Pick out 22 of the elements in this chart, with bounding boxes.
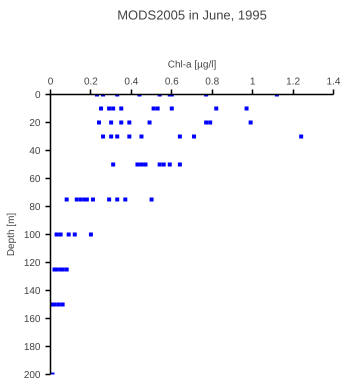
y-tick-label: 160 — [24, 314, 41, 325]
y-tick-label: 180 — [24, 342, 41, 353]
y-tick-label: 0 — [34, 90, 41, 101]
y-tick-label: 200 — [24, 370, 41, 381]
y-tick-label: 80 — [29, 202, 41, 213]
x-tick-label: 0.6 — [164, 76, 180, 88]
y-tick-label: 20 — [29, 118, 41, 129]
y-axis-title: Depth [m] — [6, 212, 17, 256]
x-tick-label: 1.2 — [286, 76, 300, 88]
x-tick-label: 1 — [250, 76, 256, 88]
x-tick-label: 0.4 — [124, 76, 139, 88]
x-tick-label: 0 — [48, 76, 54, 88]
x-tick-label: 1.4 — [326, 76, 341, 88]
y-tick-label: 100 — [24, 230, 41, 241]
x-tick-label: 0.8 — [205, 76, 220, 88]
y-tick-label: 40 — [29, 146, 41, 157]
y-tick-label: 120 — [24, 258, 41, 269]
y-tick-label: 140 — [24, 286, 41, 297]
x-tick-label: 0.2 — [84, 76, 98, 88]
x-axis-title: Chl-a [µg/l] — [168, 60, 216, 70]
y-tick-label: 60 — [29, 174, 41, 185]
chart-title: MODS2005 in June, 1995 — [117, 8, 267, 22]
